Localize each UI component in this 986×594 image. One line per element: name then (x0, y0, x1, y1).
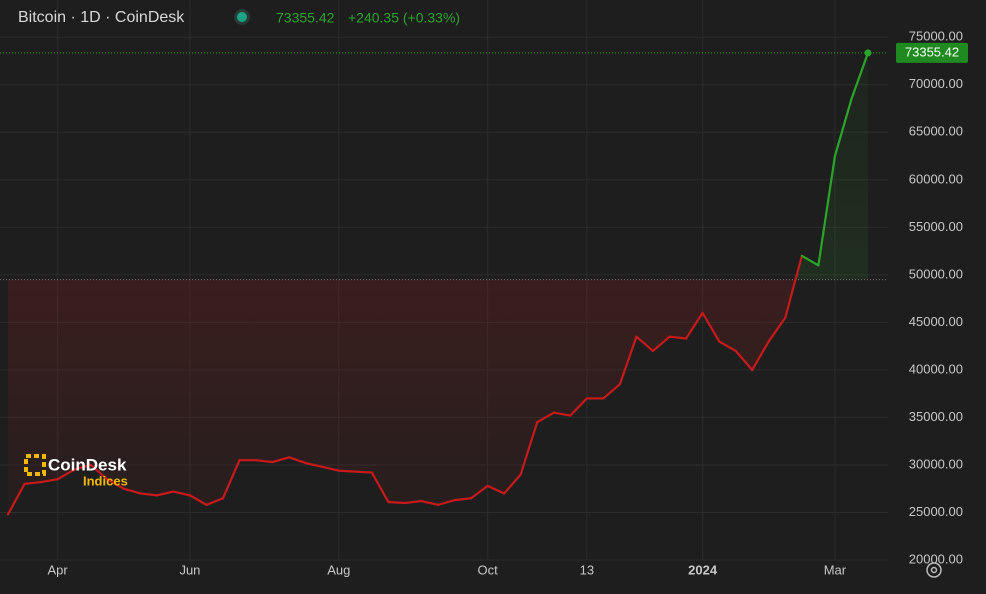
last-price: 73355.42 (276, 10, 335, 26)
line-segment (718, 340, 737, 353)
line-segment (684, 311, 704, 340)
line-segment (23, 480, 43, 486)
line-segment (651, 335, 671, 353)
line-segment (304, 461, 324, 468)
y-tick-label: 20000.00 (909, 551, 963, 566)
logo (24, 454, 46, 476)
x-tick-label: Jun (179, 562, 200, 577)
line-segment (552, 411, 572, 417)
price-tag-label: 73355.42 (905, 44, 959, 59)
line-segment (486, 484, 506, 495)
line-segment (668, 335, 688, 340)
watermark-brand: CoinDesk (48, 455, 127, 474)
watermark-sub: Indices (83, 473, 128, 488)
line-segment (271, 456, 291, 464)
line-segment (106, 478, 125, 490)
line-segment (288, 456, 307, 465)
y-tick-label: 30000.00 (909, 456, 963, 471)
line-segment (139, 492, 158, 497)
line-segment (89, 463, 109, 481)
line-segment (519, 421, 539, 476)
line-segment (172, 490, 192, 497)
line-segment (254, 459, 274, 464)
line-segment (800, 254, 820, 267)
area-down (8, 279, 796, 515)
line-segment (205, 497, 225, 506)
line-segment (618, 335, 638, 386)
line-segment (420, 499, 440, 506)
line-segment (337, 469, 357, 473)
line-segment (56, 468, 76, 481)
y-tick-label: 70000.00 (909, 76, 963, 91)
settings-icon[interactable] (926, 562, 942, 578)
x-tick-label: Aug (327, 562, 350, 577)
watermark: CoinDesk Indices (24, 454, 128, 488)
chart-title: Bitcoin · 1D · CoinDesk (18, 9, 185, 26)
x-tick-label: Mar (824, 562, 847, 577)
y-tick-label: 45000.00 (909, 314, 963, 329)
x-tick-label: Apr (47, 562, 68, 577)
line-segment (188, 494, 208, 506)
line-segment (453, 497, 473, 502)
line-segment (73, 463, 92, 471)
line-segment (817, 154, 837, 267)
price-tag (896, 42, 968, 63)
status-dot (237, 12, 247, 22)
line-segment (751, 340, 770, 372)
y-tick-label: 35000.00 (909, 409, 963, 424)
last-point (864, 49, 872, 57)
line-segment (767, 316, 787, 343)
line-segment (370, 471, 390, 504)
y-tick-label: 55000.00 (909, 219, 963, 234)
price-change: +240.35 (+0.33%) (348, 10, 460, 26)
x-tick-label: 13 (580, 562, 594, 577)
y-tick-label: 65000.00 (909, 124, 963, 139)
line-segment (635, 335, 655, 353)
line-segment (569, 397, 588, 417)
line-segment (833, 97, 853, 158)
line-segment (221, 459, 241, 500)
line-segment (122, 487, 142, 495)
line-segment (387, 500, 407, 505)
x-tick-label: Oct (477, 562, 498, 577)
line-segment (436, 499, 456, 506)
line-segment (850, 51, 870, 101)
y-tick-label: 40000.00 (909, 361, 963, 376)
line-segment (469, 484, 489, 500)
line-segment (503, 473, 522, 495)
line-segment (536, 411, 555, 424)
line-segment (321, 465, 340, 472)
line-segment (39, 478, 59, 484)
y-tick-label: 60000.00 (909, 171, 963, 186)
line-segment (6, 482, 26, 516)
line-segment (403, 499, 423, 505)
line-segment (701, 311, 721, 343)
line-segment (734, 349, 754, 372)
y-tick-label: 50000.00 (909, 266, 963, 281)
y-tick-label: 75000.00 (909, 29, 963, 44)
line-segment (602, 383, 622, 400)
y-tick-label: 25000.00 (909, 504, 963, 519)
line-segment (784, 254, 803, 319)
line-segment (155, 490, 175, 497)
line-segment (354, 470, 373, 474)
x-tick-label: 2024 (688, 562, 718, 577)
